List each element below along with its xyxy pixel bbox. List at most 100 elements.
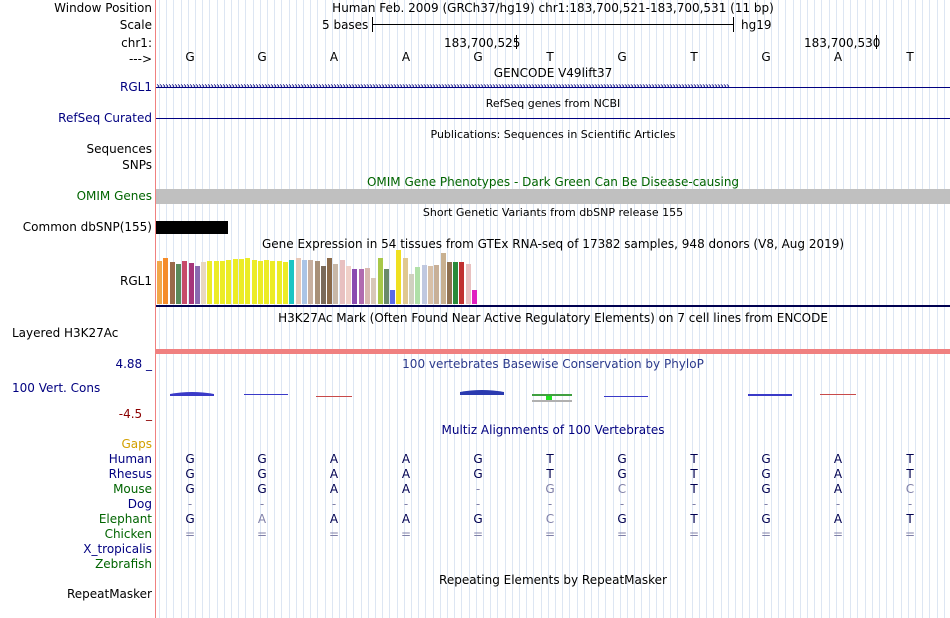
gtex-tissue-bar[interactable] (446, 262, 452, 304)
gtex-tissue-bar[interactable] (352, 269, 358, 304)
gtex-tissue-bar[interactable] (276, 261, 282, 304)
gtex-tissue-bar[interactable] (339, 260, 345, 304)
gtex-tissue-bar[interactable] (346, 266, 352, 304)
gtex-tissue-bar[interactable] (295, 258, 301, 304)
gtex-tissue-bar[interactable] (226, 260, 232, 304)
label-rgl1-gencode[interactable]: RGL1 (120, 80, 152, 94)
gtex-tissue-bar[interactable] (465, 264, 471, 304)
label-species-dog[interactable]: Dog (127, 497, 152, 511)
label-species-rhesus[interactable]: Rhesus (108, 467, 152, 481)
base-letter: A (329, 50, 339, 64)
gtex-tissue-bar[interactable] (427, 266, 433, 304)
label-species-elephant[interactable]: Elephant (98, 512, 152, 526)
gtex-tissue-bar[interactable] (213, 261, 219, 304)
gtex-tissue-bar[interactable] (390, 290, 396, 304)
gtex-tissue-bar[interactable] (220, 261, 226, 304)
gtex-tissue-bar[interactable] (415, 267, 421, 304)
gtex-tissue-bar[interactable] (472, 290, 478, 304)
gtex-tissue-bar[interactable] (434, 265, 440, 304)
label-repeatmasker[interactable]: RepeatMasker (66, 587, 152, 601)
grid-line (569, 0, 571, 618)
grid-line (382, 0, 384, 618)
gtex-tissue-bar[interactable] (257, 261, 263, 304)
alignment-base-dog: - (475, 497, 481, 511)
rgl1-gene-feature[interactable]: ››››››››››››››››››››››››››››››››››››››››… (156, 80, 950, 94)
gtex-expression-chart[interactable] (156, 250, 950, 304)
gtex-tissue-bar[interactable] (207, 261, 213, 304)
gtex-tissue-bar[interactable] (301, 260, 307, 304)
gtex-track-title: Gene Expression in 54 tissues from GTEx … (261, 237, 845, 251)
gtex-tissue-bar[interactable] (396, 250, 402, 304)
gtex-tissue-bar[interactable] (169, 262, 175, 304)
refseq-gene-line[interactable] (156, 118, 950, 119)
grid-line (288, 0, 290, 618)
gtex-tissue-bar[interactable] (377, 258, 383, 304)
grid-line (367, 0, 369, 618)
label-species-mouse[interactable]: Mouse (113, 482, 152, 496)
alignment-base-dog: - (907, 497, 913, 511)
gtex-tissue-bar[interactable] (157, 261, 163, 304)
gtex-tissue-bar[interactable] (421, 265, 427, 304)
gtex-tissue-bar[interactable] (314, 261, 320, 304)
gtex-tissue-bar[interactable] (283, 262, 289, 304)
label-sequences[interactable]: Sequences (86, 142, 152, 156)
gtex-tissue-bar[interactable] (251, 260, 257, 304)
alignment-base-mouse: A (833, 482, 843, 496)
gtex-tissue-bar[interactable] (270, 261, 276, 304)
alignment-base-chicken: = (472, 527, 484, 541)
gtex-tissue-bar[interactable] (402, 258, 408, 304)
gtex-tissue-bar[interactable] (327, 258, 333, 304)
dbsnp-variant-feature[interactable] (156, 221, 228, 234)
h3k27ac-track-title: H3K27Ac Mark (Often Found Near Active Re… (278, 311, 828, 325)
gtex-tissue-bar[interactable] (194, 266, 200, 304)
label-refseq-curated[interactable]: RefSeq Curated (58, 111, 152, 125)
track-data-area[interactable]: Human Feb. 2009 (GRCh37/hg19) chr1:183,7… (156, 0, 950, 618)
gtex-tissue-bar[interactable] (320, 266, 326, 304)
alignment-base-chicken: = (688, 527, 700, 541)
gtex-tissue-bar[interactable] (383, 269, 389, 304)
multiz-track-title: Multiz Alignments of 100 Vertebrates (441, 423, 665, 437)
h3k27ac-signal-bar[interactable] (156, 349, 950, 354)
phylop-conservation-plot[interactable] (156, 380, 950, 410)
gtex-tissue-bar[interactable] (289, 260, 295, 304)
label-strand[interactable]: ---> (128, 52, 152, 66)
gtex-tissue-bar[interactable] (453, 262, 459, 304)
label-rgl1-gtex[interactable]: RGL1 (120, 274, 152, 288)
gtex-tissue-bar[interactable] (364, 268, 370, 304)
gtex-tissue-bar[interactable] (440, 253, 446, 304)
alignment-base-elephant: T (690, 512, 698, 526)
label-snps[interactable]: SNPs (122, 158, 152, 172)
gtex-tissue-bar[interactable] (163, 258, 169, 304)
gtex-tissue-bar[interactable] (232, 259, 238, 304)
gtex-tissue-bar[interactable] (264, 260, 270, 304)
gtex-tissue-bar[interactable] (308, 260, 314, 304)
label-gaps[interactable]: Gaps (121, 437, 152, 451)
label-100-vert-cons[interactable]: 100 Vert. Cons (12, 381, 101, 395)
gtex-tissue-bar[interactable] (371, 278, 377, 304)
label-window-position[interactable]: Window Position (54, 1, 152, 15)
gtex-tissue-bar[interactable] (201, 262, 207, 304)
label-species-zebrafish[interactable]: Zebrafish (95, 557, 152, 571)
gtex-tissue-bar[interactable] (358, 269, 364, 304)
label-species-xtropicalis[interactable]: X_tropicalis (83, 542, 152, 556)
gtex-tissue-bar[interactable] (459, 262, 465, 304)
label-chromosome[interactable]: chr1: (121, 36, 152, 50)
grid-line (159, 0, 160, 618)
omim-gene-bar[interactable] (156, 189, 950, 204)
label-common-dbsnp[interactable]: Common dbSNP(155) (22, 220, 152, 234)
gtex-tissue-bar[interactable] (409, 274, 415, 304)
grid-line (418, 0, 420, 618)
phylop-mark-8 (604, 396, 648, 397)
label-species-human[interactable]: Human (108, 452, 152, 466)
gtex-tissue-bar[interactable] (238, 259, 244, 304)
label-scale[interactable]: Scale (119, 18, 152, 32)
label-omim-genes[interactable]: OMIM Genes (76, 189, 152, 203)
gtex-tissue-bar[interactable] (175, 264, 181, 304)
gtex-tissue-bar[interactable] (333, 264, 339, 304)
gtex-tissue-bar[interactable] (188, 263, 194, 304)
label-species-chicken[interactable]: Chicken (104, 527, 152, 541)
gtex-tissue-bar[interactable] (245, 258, 251, 304)
label-layered-h3k27ac[interactable]: Layered H3K27Ac (12, 326, 119, 340)
gtex-tissue-bar[interactable] (182, 261, 188, 304)
alignment-base-chicken: = (616, 527, 628, 541)
